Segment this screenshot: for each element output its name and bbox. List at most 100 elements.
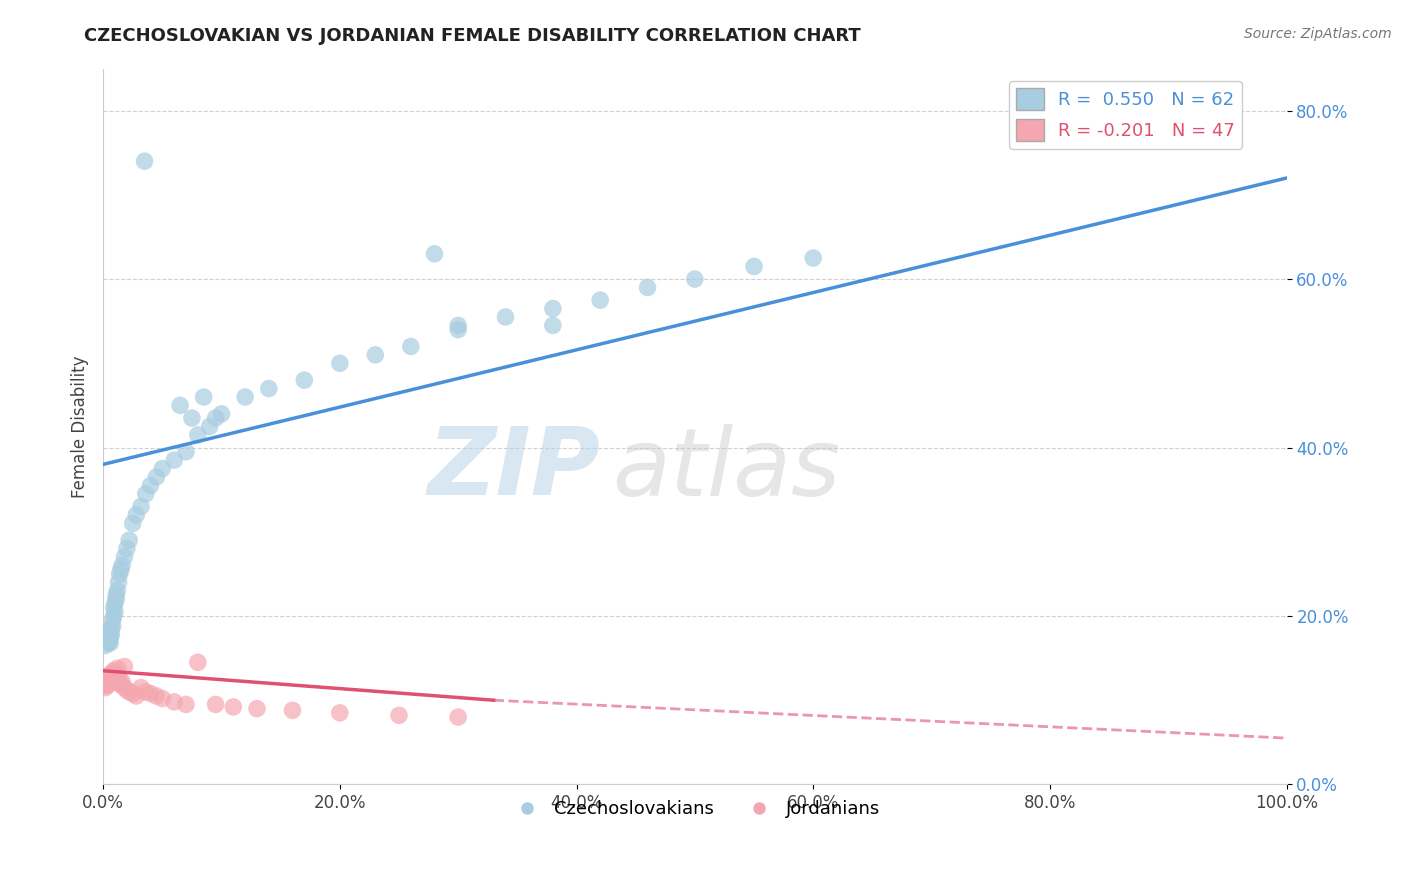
Point xyxy=(100,627,122,641)
Point xyxy=(125,508,148,522)
Point xyxy=(101,668,124,682)
Point xyxy=(447,710,470,724)
Point xyxy=(105,672,128,686)
Point xyxy=(104,596,127,610)
Text: atlas: atlas xyxy=(612,424,841,515)
Point xyxy=(423,247,446,261)
Point xyxy=(541,301,564,316)
Point xyxy=(187,428,209,442)
Point xyxy=(97,678,120,692)
Point xyxy=(135,685,157,699)
Point xyxy=(121,516,143,531)
Point xyxy=(134,154,156,169)
Point xyxy=(114,659,136,673)
Point xyxy=(104,605,127,619)
Point xyxy=(742,260,765,274)
Point xyxy=(187,655,209,669)
Point xyxy=(180,411,202,425)
Point xyxy=(101,619,124,633)
Point xyxy=(174,698,197,712)
Point xyxy=(163,453,186,467)
Point xyxy=(150,461,173,475)
Point xyxy=(101,613,124,627)
Point xyxy=(98,624,121,639)
Point xyxy=(98,630,121,644)
Point xyxy=(541,318,564,333)
Point xyxy=(637,280,659,294)
Point xyxy=(233,390,256,404)
Point xyxy=(495,310,517,324)
Point xyxy=(447,318,470,333)
Point xyxy=(98,636,121,650)
Point xyxy=(110,678,132,692)
Point xyxy=(145,470,167,484)
Point xyxy=(93,630,115,644)
Point xyxy=(174,444,197,458)
Point xyxy=(193,390,215,404)
Point xyxy=(105,661,128,675)
Point xyxy=(107,575,129,590)
Point xyxy=(198,419,221,434)
Point xyxy=(447,323,470,337)
Point xyxy=(683,272,706,286)
Point xyxy=(98,670,121,684)
Point xyxy=(97,627,120,641)
Point xyxy=(107,670,129,684)
Point xyxy=(105,592,128,607)
Point xyxy=(125,689,148,703)
Point xyxy=(114,681,136,695)
Point xyxy=(364,348,387,362)
Point xyxy=(163,695,186,709)
Point xyxy=(135,487,157,501)
Point xyxy=(204,698,226,712)
Point xyxy=(98,676,121,690)
Point xyxy=(222,700,245,714)
Point xyxy=(108,566,131,581)
Point xyxy=(589,293,612,307)
Point xyxy=(801,251,824,265)
Point xyxy=(105,666,128,681)
Point xyxy=(139,478,162,492)
Legend: Czechoslovakians, Jordanians: Czechoslovakians, Jordanians xyxy=(502,793,887,825)
Point xyxy=(204,411,226,425)
Point xyxy=(115,541,138,556)
Point xyxy=(103,600,125,615)
Point xyxy=(98,674,121,689)
Text: CZECHOSLOVAKIAN VS JORDANIAN FEMALE DISABILITY CORRELATION CHART: CZECHOSLOVAKIAN VS JORDANIAN FEMALE DISA… xyxy=(84,27,860,45)
Point xyxy=(118,685,141,699)
Point xyxy=(281,703,304,717)
Point xyxy=(98,634,121,648)
Point xyxy=(103,609,125,624)
Point xyxy=(169,399,191,413)
Point xyxy=(111,558,134,573)
Point xyxy=(257,382,280,396)
Point xyxy=(97,636,120,650)
Point xyxy=(100,666,122,681)
Point xyxy=(97,672,120,686)
Point xyxy=(129,681,152,695)
Point xyxy=(399,339,422,353)
Point xyxy=(115,683,138,698)
Point xyxy=(114,549,136,564)
Point xyxy=(329,706,352,720)
Point xyxy=(104,672,127,686)
Point xyxy=(100,622,122,636)
Point xyxy=(94,681,117,695)
Point xyxy=(98,668,121,682)
Point xyxy=(111,674,134,689)
Point xyxy=(96,632,118,647)
Point xyxy=(388,708,411,723)
Point xyxy=(105,588,128,602)
Text: Source: ZipAtlas.com: Source: ZipAtlas.com xyxy=(1244,27,1392,41)
Point xyxy=(96,678,118,692)
Point xyxy=(100,672,122,686)
Point xyxy=(94,676,117,690)
Point xyxy=(101,670,124,684)
Point xyxy=(96,625,118,640)
Point xyxy=(94,639,117,653)
Point xyxy=(118,533,141,548)
Point xyxy=(145,689,167,703)
Point xyxy=(108,676,131,690)
Point xyxy=(121,686,143,700)
Point xyxy=(103,670,125,684)
